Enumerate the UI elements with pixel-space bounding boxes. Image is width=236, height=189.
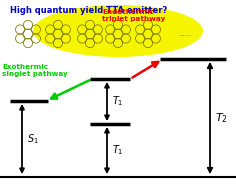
Text: $T_1$: $T_1$ [112,95,124,108]
Text: Endothermic
triplet pathway: Endothermic triplet pathway [102,9,165,22]
Ellipse shape [33,5,203,57]
Text: High quantum yield TTA emitter?: High quantum yield TTA emitter? [10,6,167,15]
Text: Exothermic
singlet pathway: Exothermic singlet pathway [2,64,68,77]
Text: $S_1$: $S_1$ [27,132,39,146]
Text: $T_2$: $T_2$ [215,111,228,125]
Text: $T_1$: $T_1$ [112,144,124,157]
Text: ......: ...... [178,31,191,37]
